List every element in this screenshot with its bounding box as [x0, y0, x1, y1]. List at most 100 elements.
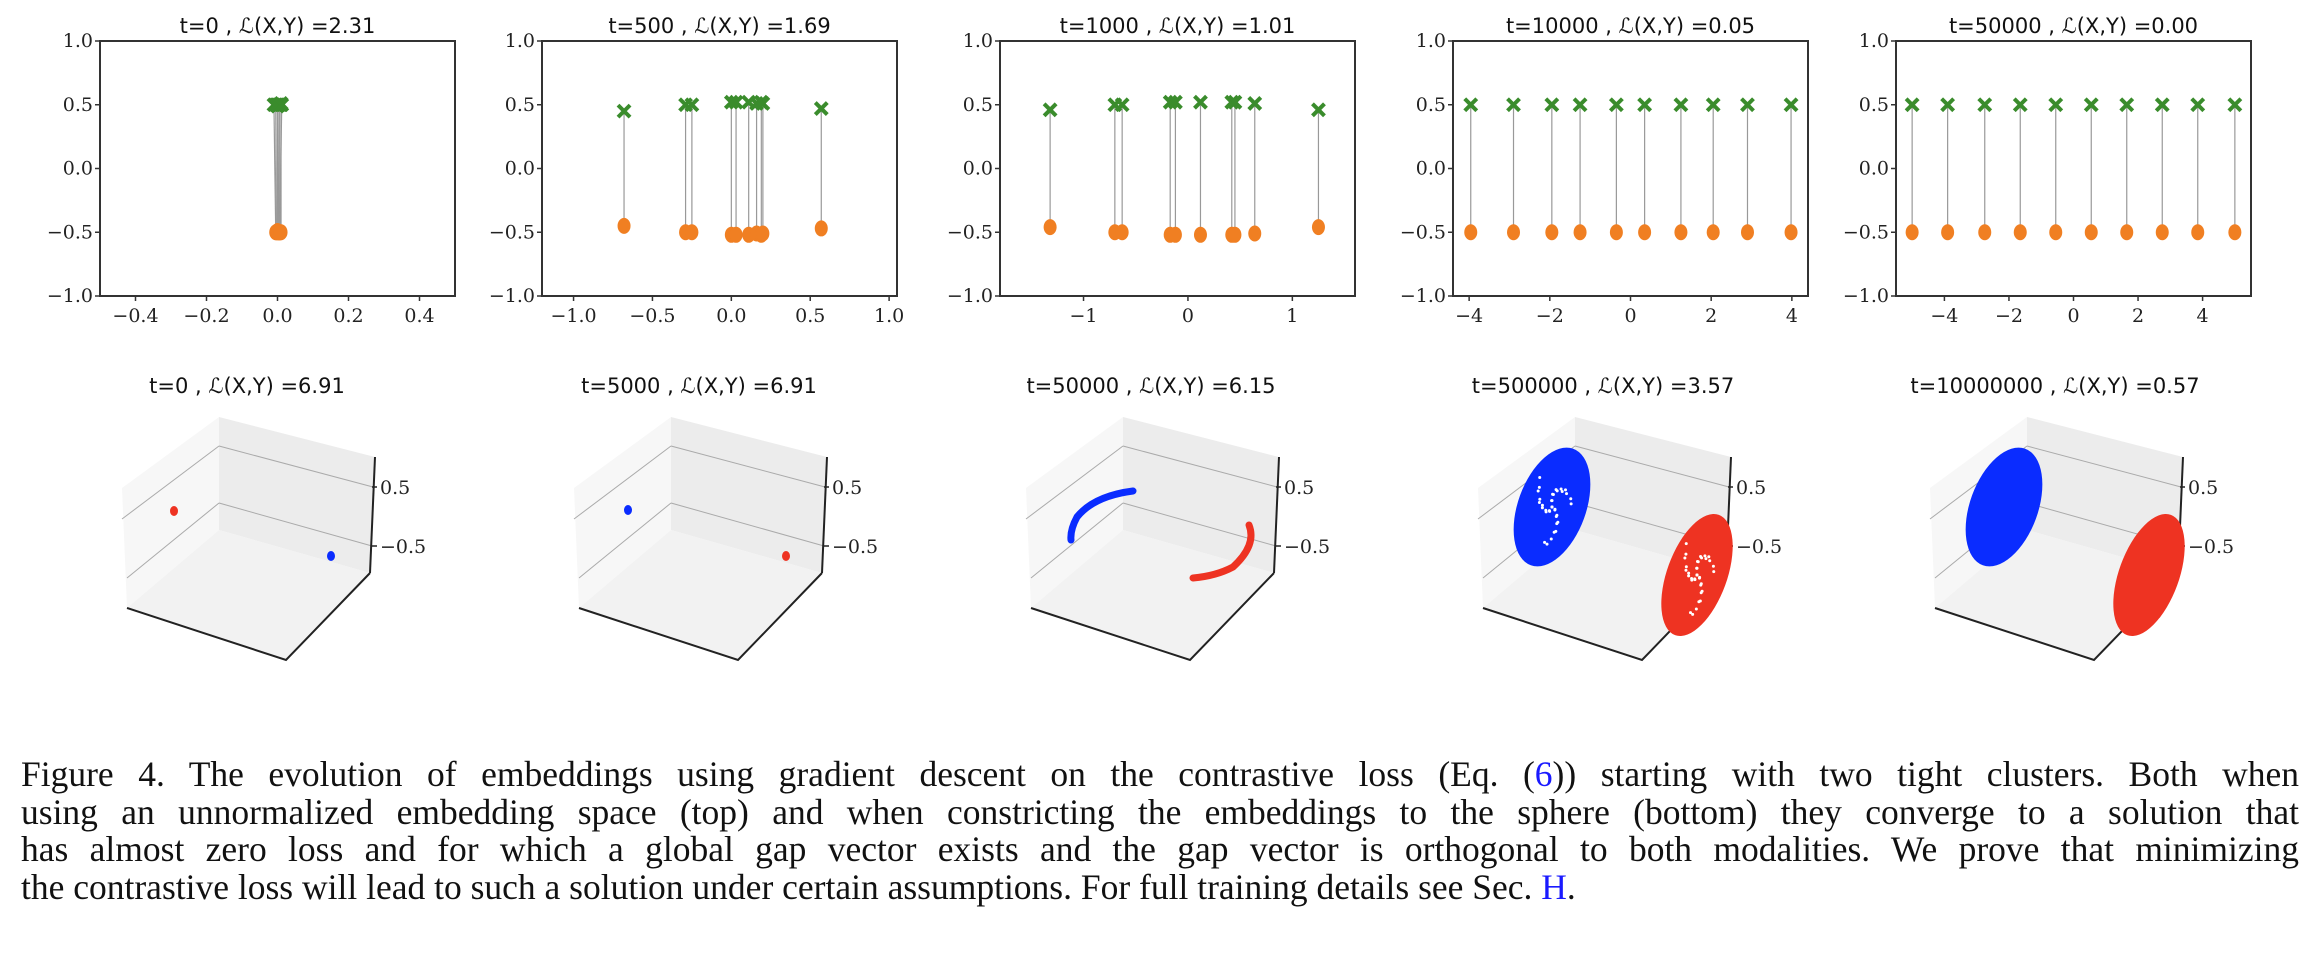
x-tick-label: −2 — [1995, 305, 2023, 327]
section-link[interactable]: H — [1541, 866, 1567, 907]
green-x-point — [1904, 97, 1920, 113]
orange-point — [1464, 224, 1478, 241]
pair-line — [273, 104, 277, 233]
green-x-point — [1167, 94, 1183, 110]
orange-point — [2228, 224, 2242, 241]
grid-line — [670, 502, 825, 547]
sphere-panel-2: t=5000 , ℒ(X,Y) =6.91 0.5 −0.5 — [573, 374, 878, 662]
blue-arc — [1067, 487, 1137, 544]
gap-dot — [1700, 556, 1704, 560]
z-tick-label: 0.5 — [832, 477, 862, 499]
orange-point — [1228, 226, 1242, 243]
orange-point — [1168, 226, 1182, 243]
x-tick-label: −2 — [1536, 305, 1564, 327]
z-tick-label: −0.5 — [2188, 536, 2234, 558]
gap-dot — [1551, 493, 1555, 497]
orange-point — [2013, 224, 2027, 241]
green-x-point — [2083, 97, 2099, 113]
gap-dot — [1711, 564, 1715, 568]
green-x-point — [1193, 94, 1208, 110]
x-tick-label: 2 — [1705, 305, 1717, 327]
green-x-point — [2119, 97, 2135, 113]
gap-dot — [1688, 611, 1692, 615]
green-x-point — [2227, 97, 2243, 113]
grid-line — [578, 502, 672, 579]
grid-line — [1030, 502, 1124, 579]
y-tick-label: −1.0 — [1843, 285, 1889, 307]
z-axis-line — [369, 456, 376, 574]
x-tick-label: 0 — [2067, 305, 2079, 327]
green-x-point — [2048, 97, 2064, 113]
plot-title: t=1000 , ℒ(X,Y) =1.01 — [1060, 14, 1296, 38]
gap-dot — [1684, 552, 1688, 556]
plot-title: t=50000 , ℒ(X,Y) =6.15 — [1026, 374, 1275, 398]
y-tick-label: −0.5 — [947, 221, 993, 243]
green-x-point — [1311, 102, 1326, 118]
gap-dot — [1538, 475, 1542, 479]
x-tick-label: 0.5 — [795, 305, 825, 327]
orange-point — [729, 226, 743, 243]
gap-dot — [1554, 514, 1558, 518]
gap-dot — [1564, 488, 1568, 492]
green-x-point — [2012, 97, 2028, 113]
x-tick-label: −1.0 — [550, 305, 596, 327]
scatter-panel-1: t=0 , ℒ(X,Y) =2.31 −1.0 −0.5 0.0 0.5 1.0 −0.4 −… — [47, 14, 456, 327]
gap-dot — [1569, 497, 1573, 501]
x-tick-label: 0.4 — [404, 305, 434, 327]
green-x-point — [1042, 102, 1058, 118]
gap-dot — [1536, 489, 1540, 493]
blue-cluster — [624, 505, 632, 515]
gap-dot — [1704, 557, 1708, 561]
green-x-point — [1740, 97, 1755, 113]
green-x-point — [1506, 97, 1521, 113]
x-tick-label: 1 — [1286, 305, 1298, 327]
x-tick-label: 4 — [1786, 305, 1798, 327]
grid-line — [1574, 445, 1730, 488]
green-x-point — [1224, 94, 1240, 110]
scatter-panel-5: t=50000 , ℒ(X,Y) =0.00 −1.0 −0.5 0.0 0.5 1.0 −… — [1843, 14, 2252, 327]
gap-dot — [1694, 607, 1698, 611]
green-x-point — [274, 97, 290, 113]
x-tick-label: 0.0 — [262, 305, 292, 327]
z-axis-line — [1273, 456, 1280, 574]
grid-line — [218, 502, 373, 547]
caption-line: Figure 4. The evolution of embeddings us… — [21, 754, 2299, 794]
plot-title: t=0 , ℒ(X,Y) =2.31 — [180, 14, 376, 38]
gap-dot — [1555, 522, 1559, 526]
green-x-point — [684, 97, 700, 113]
gap-dot — [1684, 542, 1688, 546]
green-x-point — [1608, 97, 1624, 113]
plot-title: t=0 , ℒ(X,Y) =6.91 — [149, 374, 345, 398]
orange-point — [2049, 224, 2063, 241]
plot-title: t=500 , ℒ(X,Y) =1.69 — [608, 14, 830, 38]
gap-dot — [1537, 485, 1541, 489]
gap-dot — [1555, 489, 1559, 493]
green-x-point — [755, 96, 771, 111]
x-tick-label: −0.5 — [629, 305, 675, 327]
y-tick-label: −0.5 — [47, 221, 93, 243]
orange-point — [1740, 224, 1754, 241]
orange-point — [1638, 224, 1652, 241]
green-x-point — [1783, 97, 1799, 113]
x-tick-label: 0 — [1182, 305, 1194, 327]
sphere-panel-1: t=0 , ℒ(X,Y) =6.91 0.5 −0.5 — [121, 374, 426, 662]
z-tick-label: −0.5 — [1284, 536, 1330, 558]
orange-point — [1941, 224, 1955, 241]
y-tick-label: 0.5 — [963, 94, 993, 116]
y-tick-label: 1.0 — [505, 30, 535, 52]
orange-point — [1609, 224, 1623, 241]
gap-dot — [1683, 556, 1687, 560]
y-tick-label: 0.5 — [505, 94, 535, 116]
x-tick-label: −4 — [1455, 305, 1483, 327]
equation-link[interactable]: 6 — [1534, 754, 1553, 794]
y-tick-label: −0.5 — [1400, 221, 1446, 243]
green-x-point — [2154, 97, 2170, 113]
pair-line — [276, 104, 279, 233]
green-x-point — [1544, 97, 1560, 113]
gap-dot — [1550, 505, 1554, 509]
gap-dot — [1684, 568, 1688, 572]
gap-dot — [1695, 573, 1699, 577]
z-axis-line — [821, 456, 828, 574]
green-x-point — [1114, 97, 1130, 113]
plot-title: t=500000 , ℒ(X,Y) =3.57 — [1472, 374, 1734, 398]
